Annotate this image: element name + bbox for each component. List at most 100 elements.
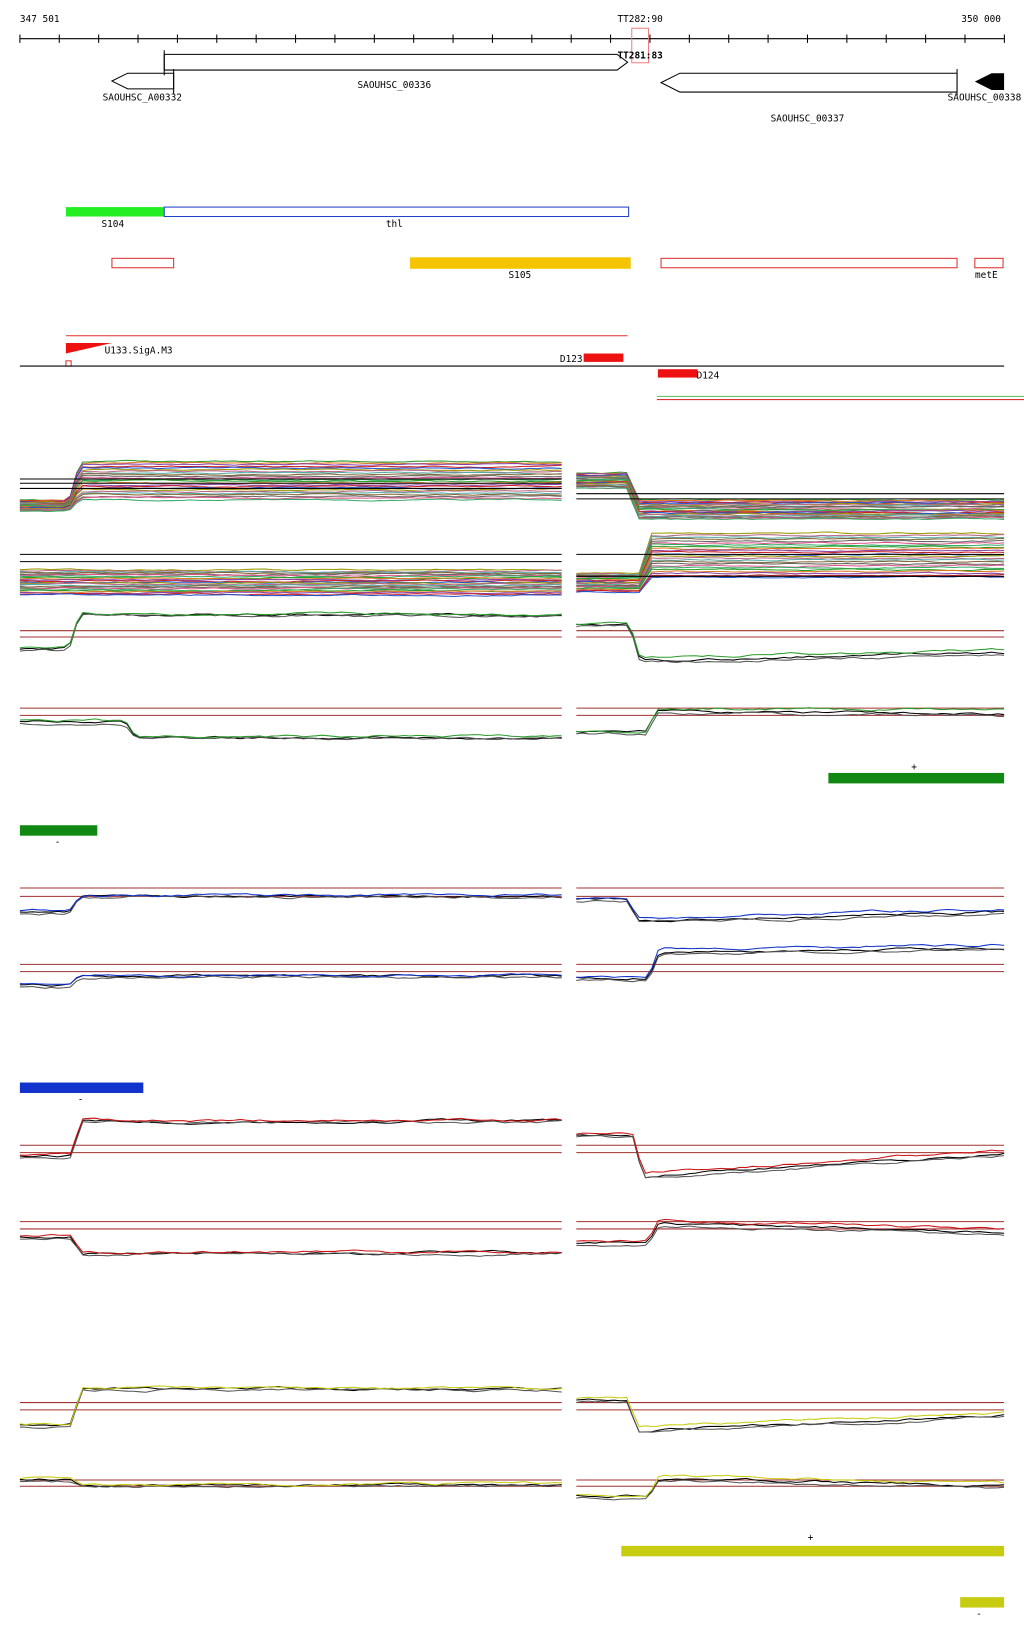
trace (576, 897, 1005, 919)
trace (576, 471, 1005, 502)
trace (576, 1396, 1005, 1428)
trace (576, 539, 1005, 577)
trace (19, 586, 562, 589)
trace (19, 1233, 562, 1255)
trace (576, 621, 1005, 659)
trace (19, 464, 562, 503)
trace (576, 545, 1005, 580)
trace (19, 894, 562, 916)
trace (19, 1476, 562, 1487)
expression-traces (19, 459, 1005, 1501)
trace (19, 476, 562, 506)
trace (19, 468, 562, 504)
trace (576, 1474, 1005, 1498)
trace (576, 711, 1005, 736)
trace (576, 1134, 1005, 1179)
feature-label: D123 (560, 354, 583, 365)
gene-arrow (659, 72, 958, 93)
trace (19, 612, 562, 650)
trace (576, 1222, 1005, 1244)
trace (576, 1225, 1005, 1247)
trace (576, 571, 1005, 592)
strand-label: - (78, 1094, 84, 1105)
trace (19, 484, 562, 509)
trace (576, 531, 1005, 575)
strand-bar (19, 1082, 144, 1093)
trace (576, 623, 1005, 662)
trace (19, 459, 562, 501)
gene-label: SAOUHSC_00338 (948, 92, 1022, 103)
trace (19, 592, 562, 596)
ruler-end: 350 000 (961, 14, 1001, 25)
trace (19, 613, 562, 652)
trace (576, 897, 1005, 923)
trace (19, 483, 562, 509)
trace (19, 496, 562, 512)
feature-label: S104 (101, 219, 124, 230)
trace (19, 473, 562, 506)
trace (19, 474, 562, 506)
trace (19, 578, 562, 582)
gene-label: SAOUHSC_A00332 (103, 92, 182, 103)
marker-box (631, 27, 650, 64)
strand-bar (621, 1545, 1005, 1557)
trace (576, 1134, 1005, 1179)
trace (576, 554, 1005, 584)
feature-label: S105 (509, 270, 532, 281)
gene-arrow (163, 53, 629, 71)
promoter-box (65, 360, 72, 367)
trace (19, 611, 562, 649)
trace (576, 472, 1005, 503)
trace (19, 498, 562, 512)
trace (19, 479, 562, 508)
trace (19, 893, 562, 912)
feature-box (660, 257, 958, 269)
ruler-start: 347 501 (20, 14, 60, 25)
trace (19, 1388, 562, 1429)
trace (19, 1386, 562, 1427)
trace (576, 547, 1005, 582)
trace (576, 485, 1005, 520)
trace (19, 718, 562, 739)
strand-label: - (55, 837, 61, 848)
feature-box (111, 257, 175, 269)
trace (576, 477, 1005, 509)
strand-label: + (911, 762, 917, 773)
trace (19, 491, 562, 511)
trace (19, 461, 562, 502)
trace (576, 475, 1005, 506)
trace (19, 1237, 562, 1257)
trace (576, 558, 1005, 586)
terminator (657, 369, 698, 378)
trace (576, 487, 1005, 521)
strand-label: + (808, 1533, 814, 1544)
gene-arrow (110, 72, 175, 90)
strand-bar (19, 825, 98, 836)
trace (19, 975, 562, 989)
trace (19, 471, 562, 505)
ruler-ticks (19, 34, 1005, 43)
trace (576, 556, 1005, 585)
feature-label: thl (386, 219, 403, 230)
trace (576, 487, 1005, 520)
trace (19, 722, 562, 741)
terminator (583, 353, 624, 362)
feature-label: metE (975, 270, 998, 281)
ruler-marker-2: TT281:83 (617, 51, 663, 62)
trace (576, 1219, 1005, 1243)
trace (19, 1117, 562, 1156)
strand-label: - (976, 1609, 982, 1620)
trace (576, 1479, 1005, 1501)
gene-arrow (974, 73, 1005, 90)
trace (576, 574, 1005, 592)
trace (19, 570, 562, 574)
feature-label: U133.SigA.M3 (105, 346, 173, 357)
trace (19, 573, 562, 577)
trace (19, 579, 562, 583)
feature-label: D124 (697, 371, 720, 382)
trace (576, 474, 1005, 505)
trace (19, 1385, 562, 1426)
trace (576, 560, 1005, 587)
trace (19, 568, 562, 572)
trace (576, 709, 1005, 733)
